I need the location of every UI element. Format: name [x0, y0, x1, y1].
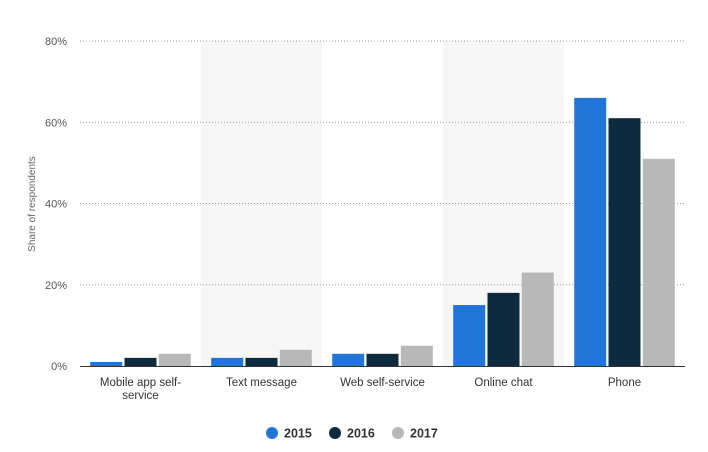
bar-2017-3[interactable]	[521, 272, 554, 366]
bars	[90, 97, 675, 366]
x-axis: Mobile app self-service Text message Web s…	[80, 366, 685, 402]
y-tick-label: 0%	[51, 361, 67, 373]
bar-2016-1[interactable]	[245, 357, 278, 366]
legend-item-2016[interactable]: 2016	[329, 427, 375, 441]
bar-2017-1[interactable]	[279, 349, 312, 366]
y-tick-label: 20%	[45, 280, 67, 292]
x-tick-label: Phone	[608, 377, 641, 389]
x-tick-label: Mobile app self-service	[100, 377, 181, 402]
legend-marker	[329, 427, 341, 439]
legend-item-2015[interactable]: 2015	[266, 427, 312, 441]
bar-2015-0[interactable]	[90, 361, 123, 366]
x-tick-label: Online chat	[474, 377, 533, 389]
legend[interactable]: 2015 2016 2017	[266, 427, 438, 441]
x-tick-label: Web self-service	[340, 377, 425, 389]
bar-2015-1[interactable]	[211, 357, 244, 366]
x-tick-label: Text message	[226, 377, 297, 389]
legend-label: 2015	[284, 427, 312, 441]
bar-2017-4[interactable]	[642, 158, 675, 366]
band-1	[201, 41, 322, 366]
bar-2017-2[interactable]	[400, 345, 433, 366]
y-axis: Share of respondents 0% 20% 40% 60% 80%	[27, 36, 67, 373]
y-tick-label: 80%	[45, 36, 67, 48]
bar-2016-0[interactable]	[124, 357, 157, 366]
bar-2015-3[interactable]	[453, 305, 486, 366]
y-tick-label: 40%	[45, 199, 67, 211]
bar-2016-2[interactable]	[366, 353, 399, 366]
legend-label: 2017	[410, 427, 438, 441]
legend-marker	[392, 427, 404, 439]
legend-label: 2016	[347, 427, 375, 441]
bar-2016-3[interactable]	[487, 292, 520, 366]
bar-2015-4[interactable]	[574, 97, 607, 366]
bar-2015-2[interactable]	[332, 353, 365, 366]
legend-marker	[266, 427, 278, 439]
bar-2017-0[interactable]	[158, 353, 191, 366]
bar-2016-4[interactable]	[608, 118, 641, 366]
y-tick-label: 60%	[45, 117, 67, 129]
legend-item-2017[interactable]: 2017	[392, 427, 438, 441]
y-axis-label: Share of respondents	[27, 156, 38, 252]
